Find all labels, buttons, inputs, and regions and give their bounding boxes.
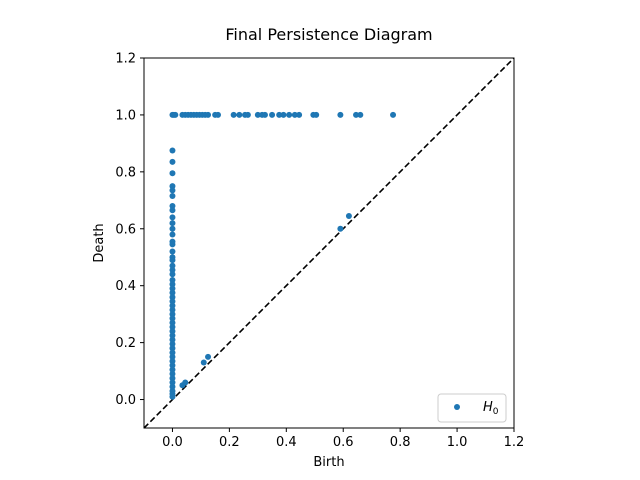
data-point <box>205 353 212 360</box>
data-point <box>169 370 176 377</box>
y-tick-label: 0.8 <box>115 165 136 180</box>
data-point <box>200 359 207 366</box>
data-point <box>169 281 176 288</box>
data-point <box>244 111 251 118</box>
data-point <box>345 212 352 219</box>
data-point <box>169 366 176 373</box>
data-point <box>230 111 237 118</box>
data-point <box>169 298 176 305</box>
y-axis: 0.0 0.2 0.4 0.6 0.8 1.0 1.2 <box>115 52 144 408</box>
data-point <box>269 111 276 118</box>
data-point <box>169 341 176 348</box>
data-point <box>169 220 176 227</box>
data-point <box>169 183 176 190</box>
data-point <box>169 289 176 296</box>
data-point <box>169 383 176 390</box>
data-point <box>169 203 176 209</box>
y-tick-label: 1.0 <box>115 108 136 123</box>
x-tick-label: 0.2 <box>219 435 240 450</box>
data-point <box>169 262 176 269</box>
data-point <box>169 306 176 313</box>
data-point <box>169 311 176 318</box>
data-point <box>215 111 221 118</box>
data-point <box>169 158 176 165</box>
x-tick-label: 0.8 <box>390 435 411 450</box>
data-point <box>353 111 360 118</box>
data-point <box>280 111 287 118</box>
data-point <box>169 294 176 301</box>
data-point <box>169 257 176 264</box>
data-point <box>169 323 176 330</box>
data-point <box>169 336 176 343</box>
data-point <box>236 111 243 118</box>
data-point <box>169 345 176 352</box>
data-point <box>169 302 176 309</box>
data-point <box>169 332 176 339</box>
data-point <box>169 319 176 326</box>
x-axis: 0.0 0.2 0.4 0.6 0.8 1.0 1.2 <box>162 428 524 450</box>
data-point <box>169 277 176 283</box>
data-point <box>261 111 268 118</box>
y-axis-label: Death <box>92 223 107 262</box>
data-point <box>337 111 344 118</box>
data-point <box>205 111 212 118</box>
plot-area <box>143 57 515 429</box>
y-tick-label: 0.4 <box>115 279 136 294</box>
data-point <box>169 147 176 154</box>
data-point <box>169 193 176 200</box>
data-point <box>169 231 176 238</box>
data-point <box>169 214 176 221</box>
data-point <box>172 111 179 118</box>
data-point <box>169 362 176 369</box>
chart-title: Final Persistence Diagram <box>225 25 432 44</box>
data-point <box>169 393 176 400</box>
legend: H0 <box>437 393 507 423</box>
data-point <box>276 111 283 118</box>
y-tick-label: 1.2 <box>115 52 136 67</box>
x-tick-label: 0.0 <box>162 435 183 450</box>
data-point <box>291 111 298 118</box>
data-point <box>169 375 176 382</box>
data-point <box>169 315 176 322</box>
data-point <box>169 328 176 335</box>
data-point <box>169 358 176 365</box>
data-point <box>169 353 176 360</box>
x-tick-label: 1.0 <box>447 435 468 450</box>
data-point <box>169 207 176 214</box>
data-point <box>169 187 176 194</box>
data-point <box>337 225 344 232</box>
y-tick-label: 0.2 <box>115 336 136 351</box>
x-axis-label: Birth <box>313 455 344 470</box>
data-point <box>357 111 364 118</box>
data-point <box>286 111 293 118</box>
data-point <box>169 285 176 292</box>
legend-label-h0: H0 <box>483 400 499 417</box>
data-point <box>296 111 303 118</box>
data-point <box>313 111 320 118</box>
plot-frame <box>143 57 515 429</box>
data-point <box>169 349 176 356</box>
data-point <box>169 241 176 248</box>
points-layer <box>169 111 397 400</box>
data-point <box>169 170 176 177</box>
data-point <box>169 379 176 386</box>
y-tick-label: 0.6 <box>115 222 136 237</box>
x-tick-label: 0.6 <box>333 435 354 450</box>
data-point <box>169 225 176 232</box>
x-tick-label: 0.4 <box>276 435 297 450</box>
data-point <box>169 267 176 274</box>
data-point <box>390 111 397 118</box>
legend-box <box>437 393 507 423</box>
legend-marker-h0 <box>454 404 460 410</box>
data-point <box>254 111 261 118</box>
y-tick-label: 0.0 <box>115 393 136 408</box>
data-point <box>169 248 176 255</box>
data-point <box>182 379 189 386</box>
diagonal-line <box>143 57 515 429</box>
x-tick-label: 1.2 <box>504 435 525 450</box>
data-point <box>169 271 176 278</box>
